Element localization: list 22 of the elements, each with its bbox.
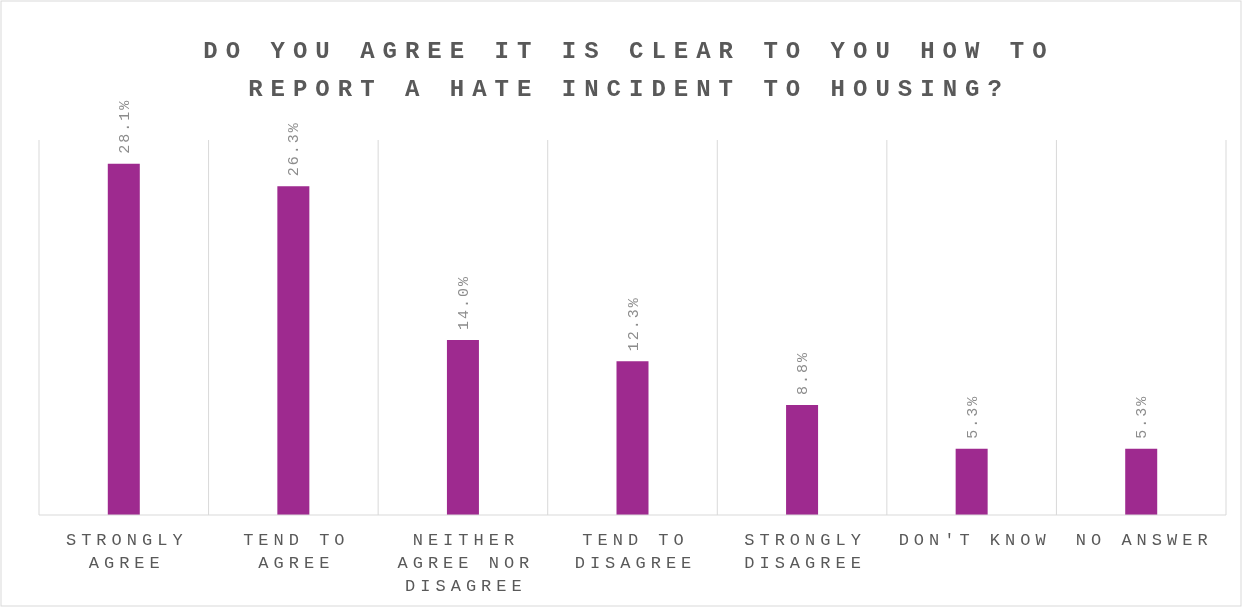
data-label: 26.3% [286, 121, 304, 177]
bar [446, 340, 479, 515]
x-tick-label: TEND TO AGREE [243, 531, 350, 573]
data-label: 28.1% [116, 98, 134, 154]
data-label: 12.3% [625, 296, 643, 352]
x-tick-label: NEITHER AGREE NOR DISAGREE [397, 531, 535, 596]
bar [616, 361, 649, 515]
data-label: 5.3% [964, 394, 982, 439]
bar [277, 186, 310, 515]
bar [107, 163, 140, 515]
data-label: 14.0% [455, 274, 473, 330]
bar [786, 405, 819, 515]
x-tick-label: STRONGLY AGREE [65, 531, 188, 573]
bar [1125, 448, 1158, 515]
bar [955, 448, 988, 515]
data-label: 8.8% [795, 350, 813, 395]
data-label: 5.3% [1134, 394, 1152, 439]
chart-title: DO YOU AGREE IT IS CLEAR TO YOU HOW TO REPORT A HATE INCIDENT TO HOUSING? [203, 38, 1055, 103]
x-tick-label: STRONGLY DISAGREE [744, 531, 866, 573]
x-tick-label: TEND TO DISAGREE [574, 531, 697, 573]
x-tick-label: NO ANSWER [1075, 531, 1213, 550]
x-tick-label: DON'T KNOW [898, 531, 1051, 550]
